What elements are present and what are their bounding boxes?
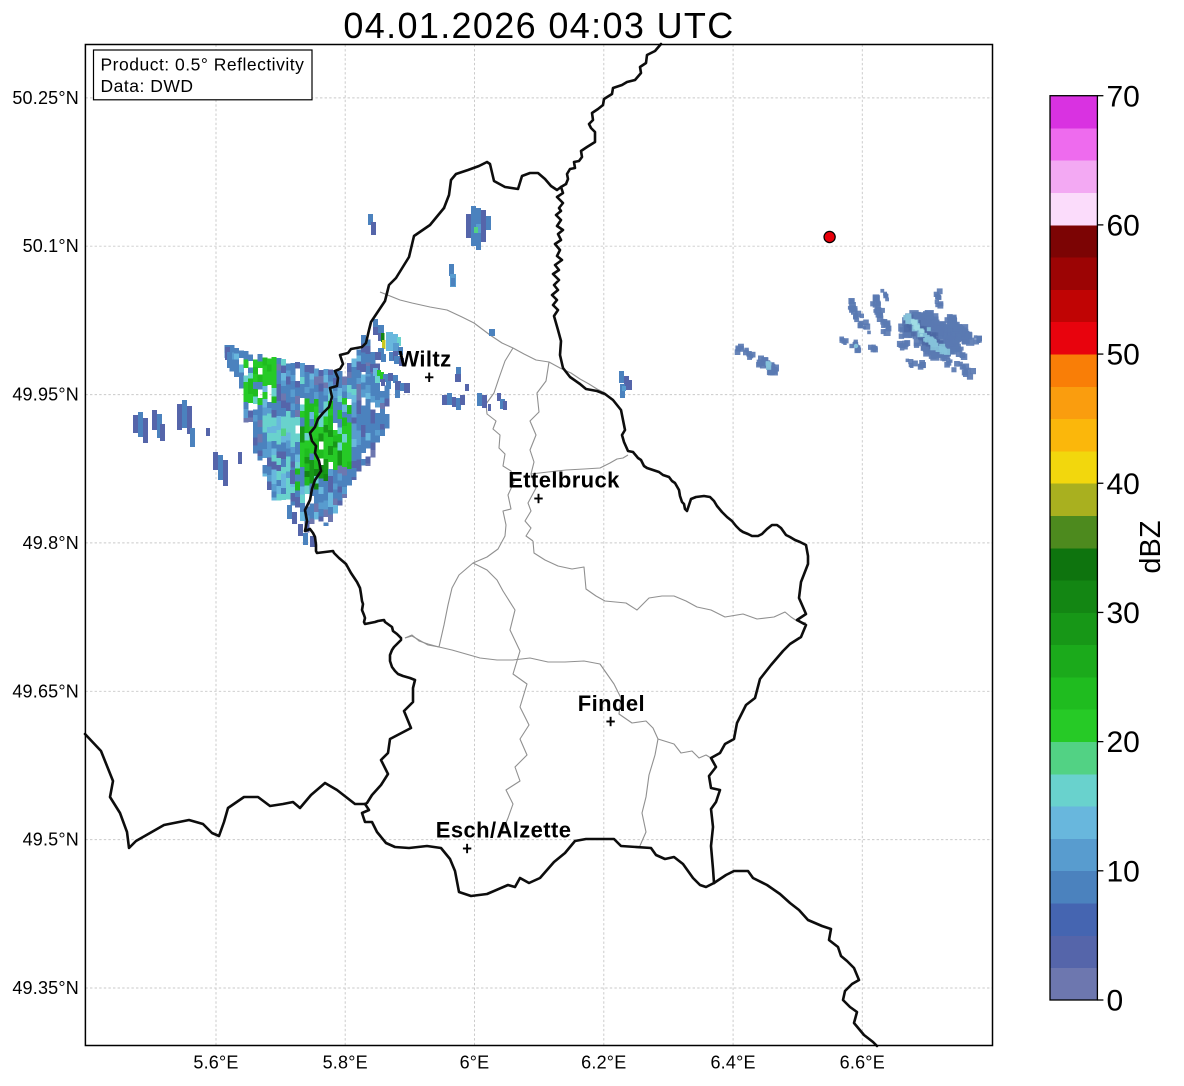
- svg-text:Esch/Alzette: Esch/Alzette: [436, 817, 572, 842]
- svg-text:6.2°E: 6.2°E: [581, 1053, 626, 1073]
- svg-text:49.8°N: 49.8°N: [23, 533, 79, 553]
- svg-text:5.8°E: 5.8°E: [323, 1053, 368, 1073]
- svg-text:6.4°E: 6.4°E: [710, 1053, 755, 1073]
- svg-text:20: 20: [1107, 726, 1140, 759]
- svg-text:04.01.2026 04:03 UTC: 04.01.2026 04:03 UTC: [343, 5, 734, 46]
- svg-text:30: 30: [1107, 597, 1140, 630]
- svg-text:40: 40: [1107, 468, 1140, 501]
- svg-text:10: 10: [1107, 855, 1140, 888]
- svg-text:Data: DWD: Data: DWD: [101, 76, 194, 96]
- svg-text:49.65°N: 49.65°N: [12, 681, 79, 701]
- svg-text:50.1°N: 50.1°N: [23, 236, 79, 256]
- svg-text:Findel: Findel: [578, 691, 645, 716]
- svg-text:Ettelbruck: Ettelbruck: [508, 468, 620, 493]
- svg-text:70: 70: [1107, 80, 1140, 113]
- svg-text:dBZ: dBZ: [1135, 520, 1167, 573]
- svg-text:49.35°N: 49.35°N: [12, 978, 79, 998]
- svg-text:49.95°N: 49.95°N: [12, 385, 79, 405]
- svg-text:6°E: 6°E: [460, 1053, 490, 1073]
- svg-text:Product: 0.5° Reflectivity: Product: 0.5° Reflectivity: [101, 54, 305, 74]
- svg-text:0: 0: [1107, 985, 1124, 1018]
- svg-text:60: 60: [1107, 209, 1140, 242]
- svg-text:50: 50: [1107, 339, 1140, 372]
- svg-text:49.5°N: 49.5°N: [23, 830, 79, 850]
- svg-text:50.25°N: 50.25°N: [12, 88, 79, 108]
- svg-text:6.6°E: 6.6°E: [840, 1053, 885, 1073]
- svg-text:Wiltz: Wiltz: [398, 347, 451, 372]
- svg-text:5.6°E: 5.6°E: [193, 1053, 238, 1073]
